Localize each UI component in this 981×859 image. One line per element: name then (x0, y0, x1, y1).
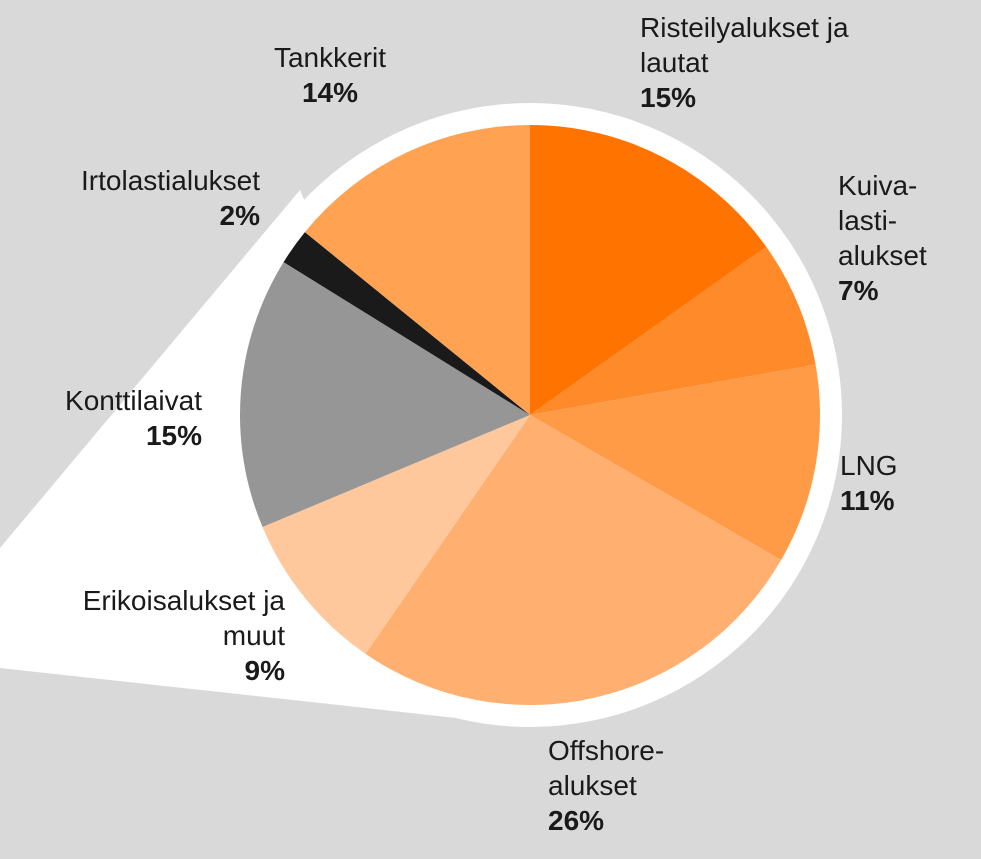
slice-label: Konttilaivat 15% (0, 383, 202, 453)
category-label: Offshore-alukset (548, 735, 665, 801)
value-label: 9% (244, 655, 285, 686)
value-label: 15% (145, 420, 202, 451)
slice-label: Irtolastialukset 2% (0, 163, 260, 233)
category-label: Irtolastialukset (81, 165, 260, 196)
category-label: Tankkerit (273, 42, 387, 73)
pie-slice (304, 124, 530, 415)
slice-label: Offshore-alukset 26% (548, 733, 713, 838)
slice-label: Kuiva-lasti-alukset 7% (838, 168, 963, 308)
pie-slice (530, 364, 820, 560)
slice-label: LNG 11% (840, 448, 960, 518)
value-label: 7% (838, 275, 879, 306)
pie-slice (530, 125, 767, 415)
pie-slice (283, 232, 530, 415)
category-label: Risteilyalukset ja lautat (640, 12, 849, 78)
value-label: 26% (548, 805, 605, 836)
category-label: LNG (840, 450, 898, 481)
slice-label: Risteilyalukset ja lautat 15% (640, 10, 875, 115)
category-label: Erikoisalukset ja muut (82, 585, 285, 651)
slice-label: Tankkerit 14% (230, 40, 430, 110)
slice-label: Erikoisalukset ja muut 9% (80, 583, 285, 688)
value-label: 15% (640, 82, 697, 113)
category-label: Kuiva-lasti-alukset (838, 170, 927, 271)
value-label: 11% (840, 485, 895, 516)
value-label: 2% (219, 200, 260, 231)
pie-slice (262, 415, 530, 654)
value-label: 14% (301, 77, 359, 108)
pie-slice (239, 262, 530, 528)
pie-slice (365, 415, 782, 705)
pie-slice (530, 246, 816, 415)
category-label: Konttilaivat (65, 385, 202, 416)
